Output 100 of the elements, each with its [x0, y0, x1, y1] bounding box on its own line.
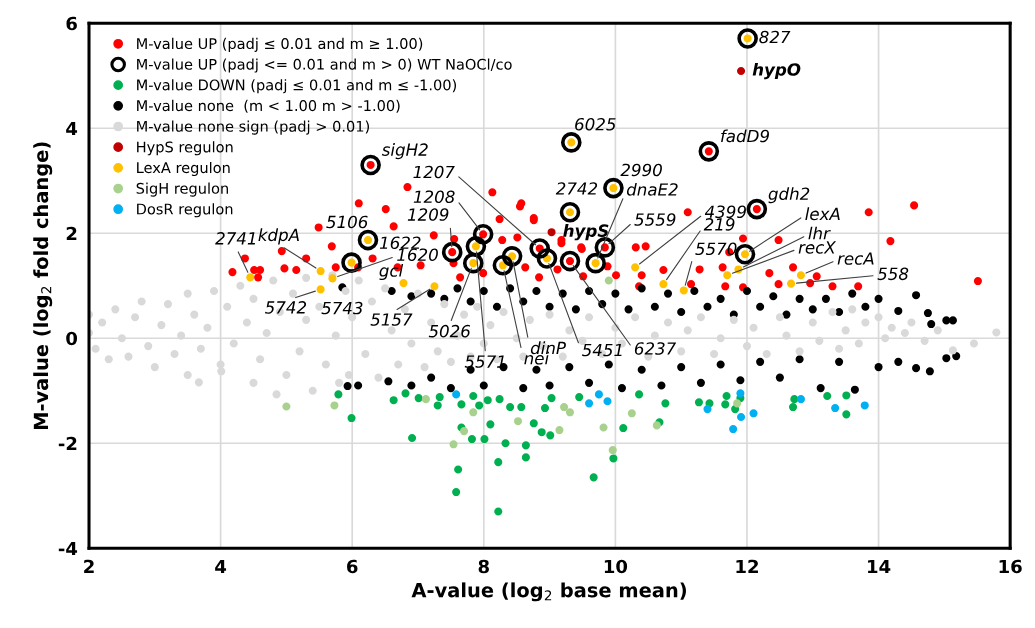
annotation: 5026 — [428, 324, 471, 338]
point — [494, 458, 503, 467]
x-tick-label: 16 — [999, 559, 1022, 574]
point — [537, 428, 546, 437]
point — [737, 412, 746, 422]
annotation: 2990 — [620, 163, 662, 177]
annotation: lexA — [805, 207, 840, 221]
annotation: 1207 — [413, 165, 455, 179]
annotation: 5570 — [695, 242, 737, 256]
point — [389, 396, 398, 405]
legend-label: LexA regulon — [137, 161, 230, 176]
annotation: 5743 — [321, 301, 363, 315]
point — [506, 402, 515, 412]
annotation: 2742 — [555, 182, 598, 195]
x-tick-label: 10 — [604, 559, 628, 574]
point — [421, 395, 430, 404]
x-tick-label: 12 — [736, 559, 758, 574]
point — [831, 404, 840, 413]
y-tick-label: -2 — [58, 436, 77, 451]
annotation: recX — [798, 241, 837, 254]
annotation: 6025 — [575, 117, 616, 131]
x-tick-label: 6 — [347, 559, 358, 574]
point — [609, 454, 618, 463]
legend-label: M-value UP (padj ≤ 0.01 and m ≥ 1.00) — [137, 37, 423, 52]
point — [703, 405, 712, 414]
point — [494, 507, 503, 516]
point — [627, 409, 636, 418]
point — [733, 399, 742, 408]
annotation: 4399 — [704, 205, 746, 219]
y-axis-title: M-value (log$_{2}$ fold change) — [33, 142, 53, 430]
annotation: 5451 — [582, 343, 622, 357]
point — [401, 389, 410, 398]
legend-label: SigH regulon — [136, 182, 228, 197]
x-tick-label: 14 — [868, 559, 891, 574]
annotation: gcl — [379, 263, 404, 281]
point — [316, 266, 325, 276]
point — [603, 397, 612, 406]
point — [316, 285, 325, 294]
point — [486, 420, 495, 429]
point — [823, 391, 832, 401]
annotation: 1209 — [407, 208, 449, 221]
point — [599, 423, 608, 432]
point — [604, 276, 613, 285]
annotation: 558 — [877, 267, 909, 281]
point — [749, 409, 758, 418]
point — [521, 441, 530, 450]
point — [517, 402, 526, 412]
point — [619, 423, 628, 433]
annotation: hypS — [563, 224, 609, 241]
x-tick-label: 2 — [84, 559, 94, 574]
point — [860, 401, 869, 410]
annotation: dnaE2 — [626, 182, 678, 196]
point — [452, 488, 461, 497]
point — [460, 427, 469, 436]
point — [399, 279, 408, 288]
legend-label: HypS regulon — [137, 141, 233, 156]
annotation: lhr — [808, 226, 831, 240]
point — [788, 402, 798, 412]
point — [480, 434, 489, 444]
point — [589, 473, 598, 482]
annotation: hypO — [752, 62, 801, 80]
point — [585, 399, 594, 408]
point — [787, 279, 796, 288]
point — [631, 263, 640, 272]
point — [469, 391, 478, 401]
point — [729, 425, 738, 434]
point — [540, 404, 550, 413]
legend-label: DosR regulon — [137, 203, 233, 218]
y-tick-label: 0 — [66, 331, 78, 346]
point — [546, 431, 555, 440]
annotation: gdh2 — [768, 187, 810, 204]
y-tick-label: 4 — [66, 121, 78, 136]
point — [483, 396, 492, 405]
point — [736, 389, 745, 398]
point — [495, 395, 504, 404]
point — [513, 417, 523, 426]
point — [246, 273, 255, 282]
annotation: 5157 — [370, 313, 413, 326]
point — [457, 400, 466, 409]
point — [547, 228, 556, 237]
point — [449, 440, 458, 449]
point — [330, 401, 339, 410]
annotation: 827 — [759, 30, 791, 44]
point — [347, 413, 356, 423]
annotation: 1622 — [379, 236, 421, 250]
y-tick-label: 6 — [66, 16, 77, 31]
point — [560, 402, 569, 412]
legend-label: M-value none sign (padj > 0.01) — [137, 120, 369, 135]
annotation: sigH2 — [381, 143, 428, 160]
point — [575, 392, 584, 402]
point — [635, 390, 644, 399]
point — [529, 419, 538, 428]
point — [469, 408, 478, 417]
point — [433, 401, 442, 410]
annotation: 5559 — [634, 213, 676, 226]
point — [721, 400, 730, 409]
annotation: recA — [837, 252, 874, 265]
point — [796, 395, 805, 404]
annotation: 6237 — [634, 342, 677, 355]
point — [737, 66, 746, 76]
